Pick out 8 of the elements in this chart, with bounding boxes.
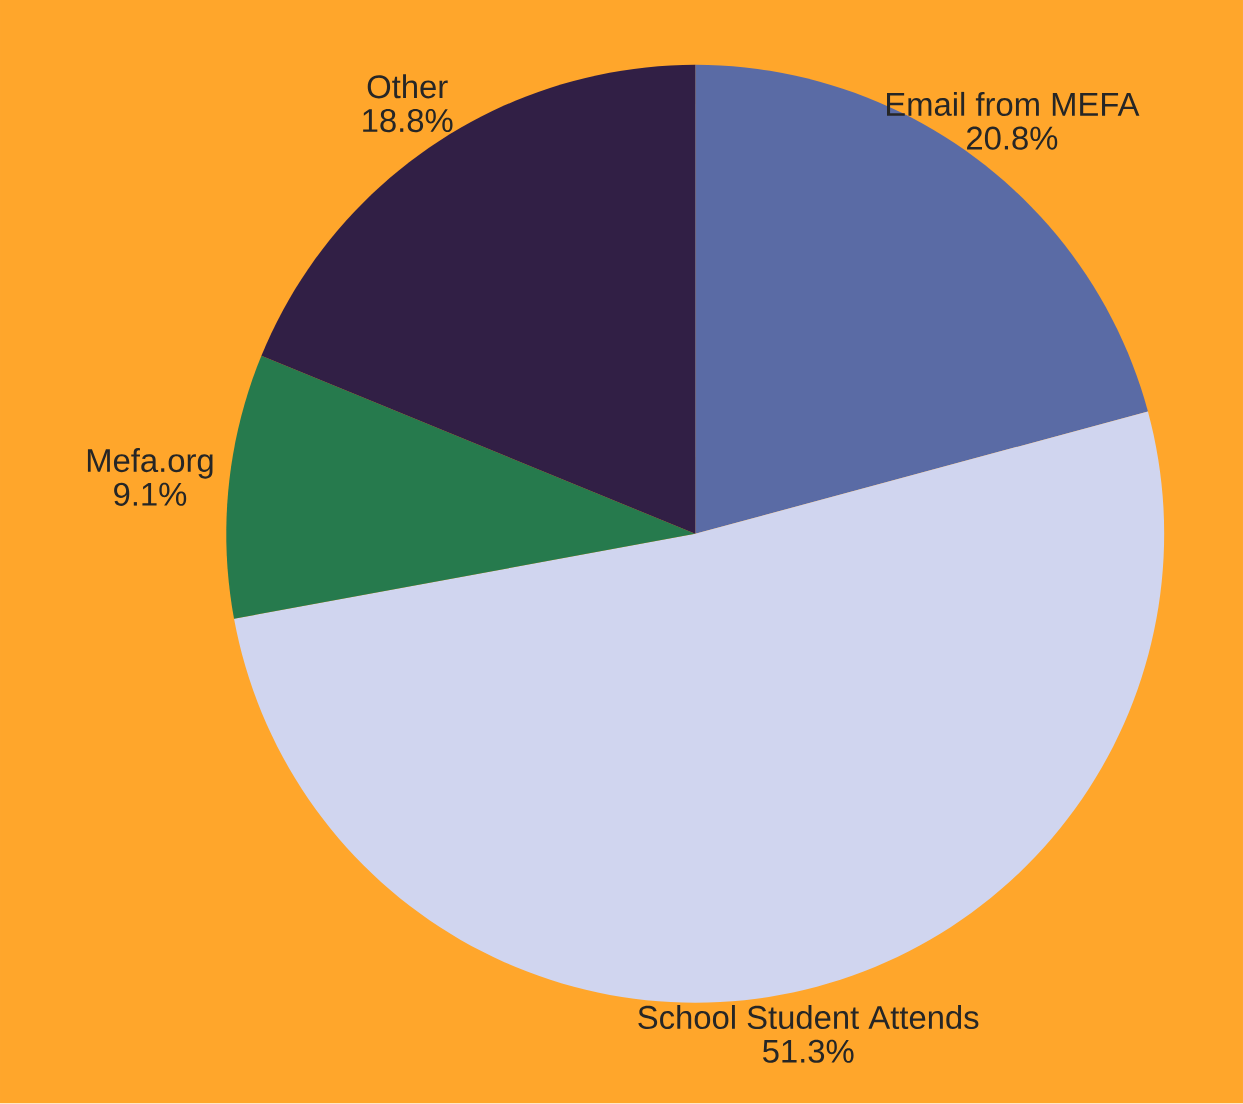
data-label: 18.8% [363, 109, 453, 133]
data-label: 9.1% [114, 482, 187, 507]
data-label: 20.8% [967, 126, 1058, 151]
slice-label: Other [367, 74, 448, 99]
slice-label: Mefa.org [87, 448, 213, 479]
slice-label: School Student Attends [638, 1005, 979, 1030]
slice-label: Email from MEFA [887, 92, 1140, 117]
data-label: 51.3% [763, 1039, 854, 1064]
